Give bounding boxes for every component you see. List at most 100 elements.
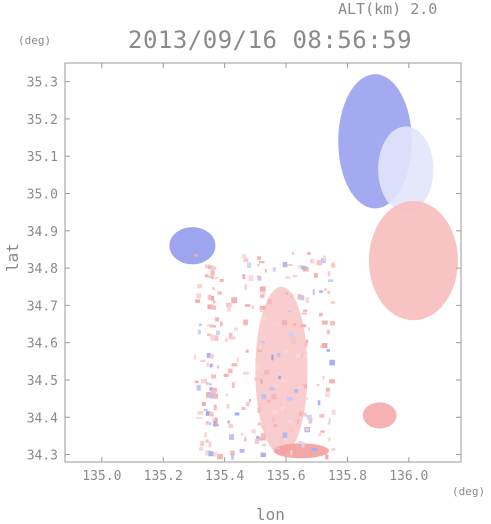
speckle [257,348,263,353]
data-regions [169,74,458,459]
speckle [214,418,218,424]
y-tick-label: 35.1 [27,150,58,165]
speckle [204,274,209,278]
speckle [258,394,264,398]
speckle [226,302,232,308]
speckle [262,316,267,320]
speckle [209,387,214,391]
speckle [215,330,221,336]
speckle [256,436,260,441]
speckle [242,274,246,280]
speckle [205,411,211,416]
speckle [244,284,248,290]
speckle [243,371,249,375]
speckle [327,279,334,282]
speckle [284,350,288,353]
speckle [292,323,297,326]
speckle [244,304,251,307]
speckle [231,454,234,460]
speckle [290,294,294,298]
y-tick-label: 35.0 [27,188,58,203]
speckle [207,275,212,279]
speckle [277,372,282,375]
speckle [331,448,336,451]
speckle [264,268,267,273]
speckle [280,405,286,411]
speckle [246,262,252,269]
speckle [256,364,260,370]
speckle [225,393,229,397]
speckle [302,383,305,386]
y-tick-label: 34.4 [27,411,58,426]
speckle [257,264,260,267]
speckle [208,422,212,426]
speckle [217,291,222,295]
speckle [311,448,318,452]
speckle [194,380,199,384]
speckle [271,393,277,400]
y-ticks: 34.3 34.4 34.5 34.6 34.7 34.8 34.9 35.0 35.1 35.2… [27,76,461,464]
speckle [215,423,219,427]
speckle [213,404,217,411]
speckle [321,343,328,348]
speckle [258,402,262,408]
speckle [278,375,281,380]
speckle [248,275,254,282]
speckle [261,394,267,400]
speckle [206,391,211,398]
speckle [328,418,331,424]
speckle [290,450,293,455]
speckle [207,323,214,327]
speckle [306,414,312,420]
speckle [208,451,214,457]
speckle [196,417,203,420]
speckle [228,332,233,339]
speckle [257,256,261,261]
speckle [254,377,261,382]
speckle [198,323,202,326]
y-tick-label: 35.2 [27,113,58,128]
speckle [327,271,331,276]
speckle [260,378,263,384]
speckle [195,299,201,303]
x-tick-label: 135.8 [328,469,367,484]
y-tick-label: 35.3 [27,76,58,91]
speckle [319,290,323,293]
speckle [321,320,328,325]
speckle [207,294,212,301]
speckle [204,264,211,269]
speckle [209,392,214,399]
speckle [326,349,331,352]
speckle [295,353,302,358]
speckle [260,307,263,313]
speckle [197,410,204,415]
speckle [304,384,308,388]
speckle [209,383,212,386]
speckle [214,335,219,341]
speckle [208,412,214,417]
speckle [231,297,238,304]
speckle [231,363,238,367]
speckle [213,393,219,399]
speckle [287,419,292,424]
speckle [210,270,215,276]
speckle [210,390,217,396]
speckle [216,365,220,369]
speckle [251,429,256,434]
speckle [227,368,233,374]
speckle [301,265,307,270]
speckle [320,430,326,433]
speckle [256,275,261,279]
speckle [330,301,336,304]
altitude-label: ALT(km) 2.0 [338,0,438,18]
speckle [206,439,209,443]
speckle [298,411,304,416]
speckle [197,329,201,335]
speckle [209,363,212,368]
speckle [323,288,327,291]
speckle [298,383,302,389]
speckle [261,291,266,295]
speckle [300,324,307,328]
speckle [297,294,302,300]
